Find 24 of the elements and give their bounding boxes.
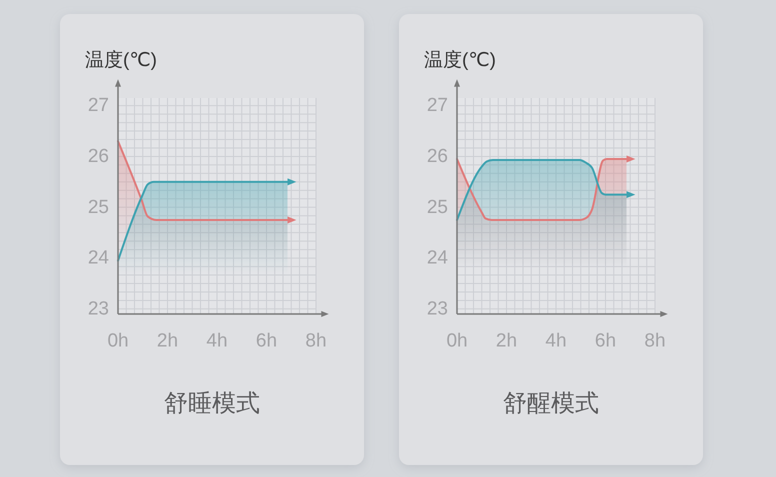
y-tick-label: 25 [426,196,448,218]
x-tick-label: 6h [594,330,616,352]
x-tick-label: 4h [206,330,228,352]
y-axis-title: 温度(℃) [424,49,496,71]
y-tick-label: 26 [88,146,109,167]
x-tick-label: 8h [644,330,666,352]
x-tick-label: 0h [107,330,129,352]
y-tick-label: 24 [426,248,448,269]
y-tick-label: 24 [88,248,110,269]
y-tick-label: 23 [426,298,448,320]
y-axis-title: 温度(℃) [85,49,157,71]
text: 舒醒模式 [503,390,599,417]
text: 舒睡模式 [164,390,260,417]
x-tick-label: 2h [496,330,518,352]
y-tick-label: 26 [426,146,448,167]
y-tick-label: 25 [88,196,109,218]
x-tick-label: 6h [256,330,278,352]
x-tick-label: 8h [305,330,327,352]
x-tick-label: 0h [446,330,468,352]
x-tick-label: 2h [156,330,178,352]
y-tick-label: 27 [88,95,109,116]
y-tick-label: 23 [88,298,109,320]
x-tick-label: 4h [545,330,567,352]
y-tick-label: 27 [426,95,448,116]
